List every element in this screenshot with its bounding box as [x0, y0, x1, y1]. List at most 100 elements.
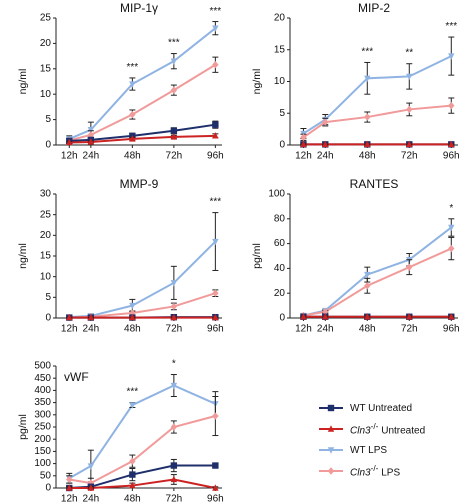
- y-tick-label: 5: [45, 292, 51, 303]
- y-tick-label: 20: [274, 13, 286, 24]
- x-tick-label: 12h: [61, 494, 78, 504]
- legend-swatch: [319, 425, 343, 432]
- x-tick-label: 96h: [207, 324, 224, 335]
- x-tick-label: 48h: [124, 151, 141, 162]
- data-point: [170, 423, 178, 431]
- significance-label: *: [449, 203, 453, 214]
- y-tick-label: 10: [274, 76, 286, 87]
- data-point: [212, 412, 219, 420]
- legend-item: WT Untreated: [318, 400, 468, 416]
- y-tick-label: 250: [34, 422, 51, 433]
- y-tick-label: 400: [34, 385, 51, 396]
- legend-marker: [327, 425, 335, 432]
- data-point: [170, 133, 178, 140]
- series-line: [303, 247, 452, 317]
- x-tick-label: 72h: [166, 151, 183, 162]
- legend-marker: [327, 404, 335, 412]
- significance-label: ***: [127, 62, 139, 73]
- x-tick-label: 12h: [61, 324, 78, 335]
- panel-mip-1-: MIP-1γ 0 5 10 15 20 25 12h 24h 48h 72h 96h ng/ml *** *…: [17, 1, 224, 161]
- data-point: [170, 302, 178, 311]
- series-cln3-lps: [66, 56, 219, 145]
- data-point: [364, 113, 371, 121]
- panel-title: MIP-2: [358, 1, 390, 15]
- legend: WT Untreated Cln3-/- Untreated WT LPS Cln3-…: [318, 400, 468, 484]
- y-tick-label: 0: [45, 313, 51, 324]
- data-point: [66, 313, 73, 321]
- series-cln3-untreated: [66, 474, 219, 491]
- series-wt-lps: [300, 36, 455, 140]
- legend-marker: [327, 447, 335, 454]
- series-wt-lps: [66, 21, 219, 143]
- data-point: [406, 73, 413, 81]
- x-tick-label: 12h: [61, 151, 78, 162]
- series-wt-lps: [300, 218, 455, 320]
- y-tick-label: 25: [40, 13, 52, 24]
- panel-title: vWF: [64, 370, 89, 384]
- data-point: [170, 58, 178, 65]
- data-point: [66, 475, 73, 484]
- legend-swatch: [319, 404, 343, 412]
- data-point: [212, 25, 219, 32]
- y-tick-label: 25: [40, 209, 52, 220]
- panel-title: RANTES: [350, 177, 399, 191]
- significance-label: ***: [210, 6, 222, 17]
- data-point: [212, 132, 219, 139]
- significance-label: ***: [168, 38, 180, 49]
- y-tick-label: 40: [274, 263, 286, 274]
- data-point: [406, 263, 413, 271]
- x-tick-label: 12h: [295, 151, 312, 162]
- data-point: [129, 481, 136, 489]
- x-tick-label: 96h: [443, 151, 460, 162]
- y-tick-label: 150: [34, 446, 51, 457]
- y-tick-label: 5: [45, 114, 51, 125]
- data-point: [87, 138, 95, 145]
- y-tick-label: 0: [45, 140, 51, 151]
- data-point: [406, 313, 413, 320]
- y-tick-label: 30: [40, 189, 52, 200]
- data-point: [322, 313, 329, 320]
- data-point: [87, 484, 95, 491]
- data-point: [129, 402, 136, 409]
- data-point: [364, 271, 371, 279]
- legend-label: WT Untreated: [350, 402, 413, 414]
- y-tick-label: 450: [34, 373, 51, 384]
- data-point: [129, 110, 136, 119]
- data-point: [212, 484, 219, 491]
- y-axis-label: ng/ml: [251, 69, 263, 95]
- data-point: [364, 313, 371, 320]
- y-tick-label: 15: [40, 251, 52, 262]
- x-tick-label: 48h: [359, 324, 376, 335]
- series-wt-lps: [66, 374, 219, 484]
- x-tick-label: 24h: [317, 151, 334, 162]
- data-point: [66, 138, 73, 146]
- series-cln3-lps: [300, 97, 455, 142]
- x-tick-label: 24h: [83, 494, 100, 504]
- x-tick-label: 72h: [401, 151, 418, 162]
- data-point: [364, 282, 371, 290]
- y-tick-label: 350: [34, 397, 51, 408]
- data-point: [87, 463, 95, 470]
- series-cln3-untreated: [300, 313, 455, 320]
- y-tick-label: 200: [34, 434, 51, 445]
- y-tick-label: 20: [274, 288, 286, 299]
- y-axis-label: pg/ml: [251, 243, 263, 269]
- data-point: [170, 313, 178, 321]
- x-tick-label: 24h: [83, 151, 100, 162]
- panel-mmp-9: MMP-9 0 5 10 15 20 25 30 12h 24h 48h 72h 96h ng/ml ***: [17, 177, 224, 334]
- series-wt-lps: [66, 212, 219, 321]
- data-point: [300, 313, 307, 320]
- series-cln3-lps: [300, 236, 455, 320]
- series-cln3-untreated: [66, 313, 219, 321]
- data-point: [129, 135, 136, 142]
- y-tick-label: 15: [40, 63, 52, 74]
- x-tick-label: 24h: [317, 324, 334, 335]
- y-tick-label: 0: [45, 483, 51, 494]
- legend-item: WT LPS: [318, 442, 468, 458]
- y-tick-label: 100: [34, 458, 51, 469]
- y-tick-label: 15: [274, 44, 286, 55]
- legend-swatch: [319, 447, 343, 454]
- series-cln3-lps: [66, 396, 219, 489]
- x-tick-label: 96h: [207, 151, 224, 162]
